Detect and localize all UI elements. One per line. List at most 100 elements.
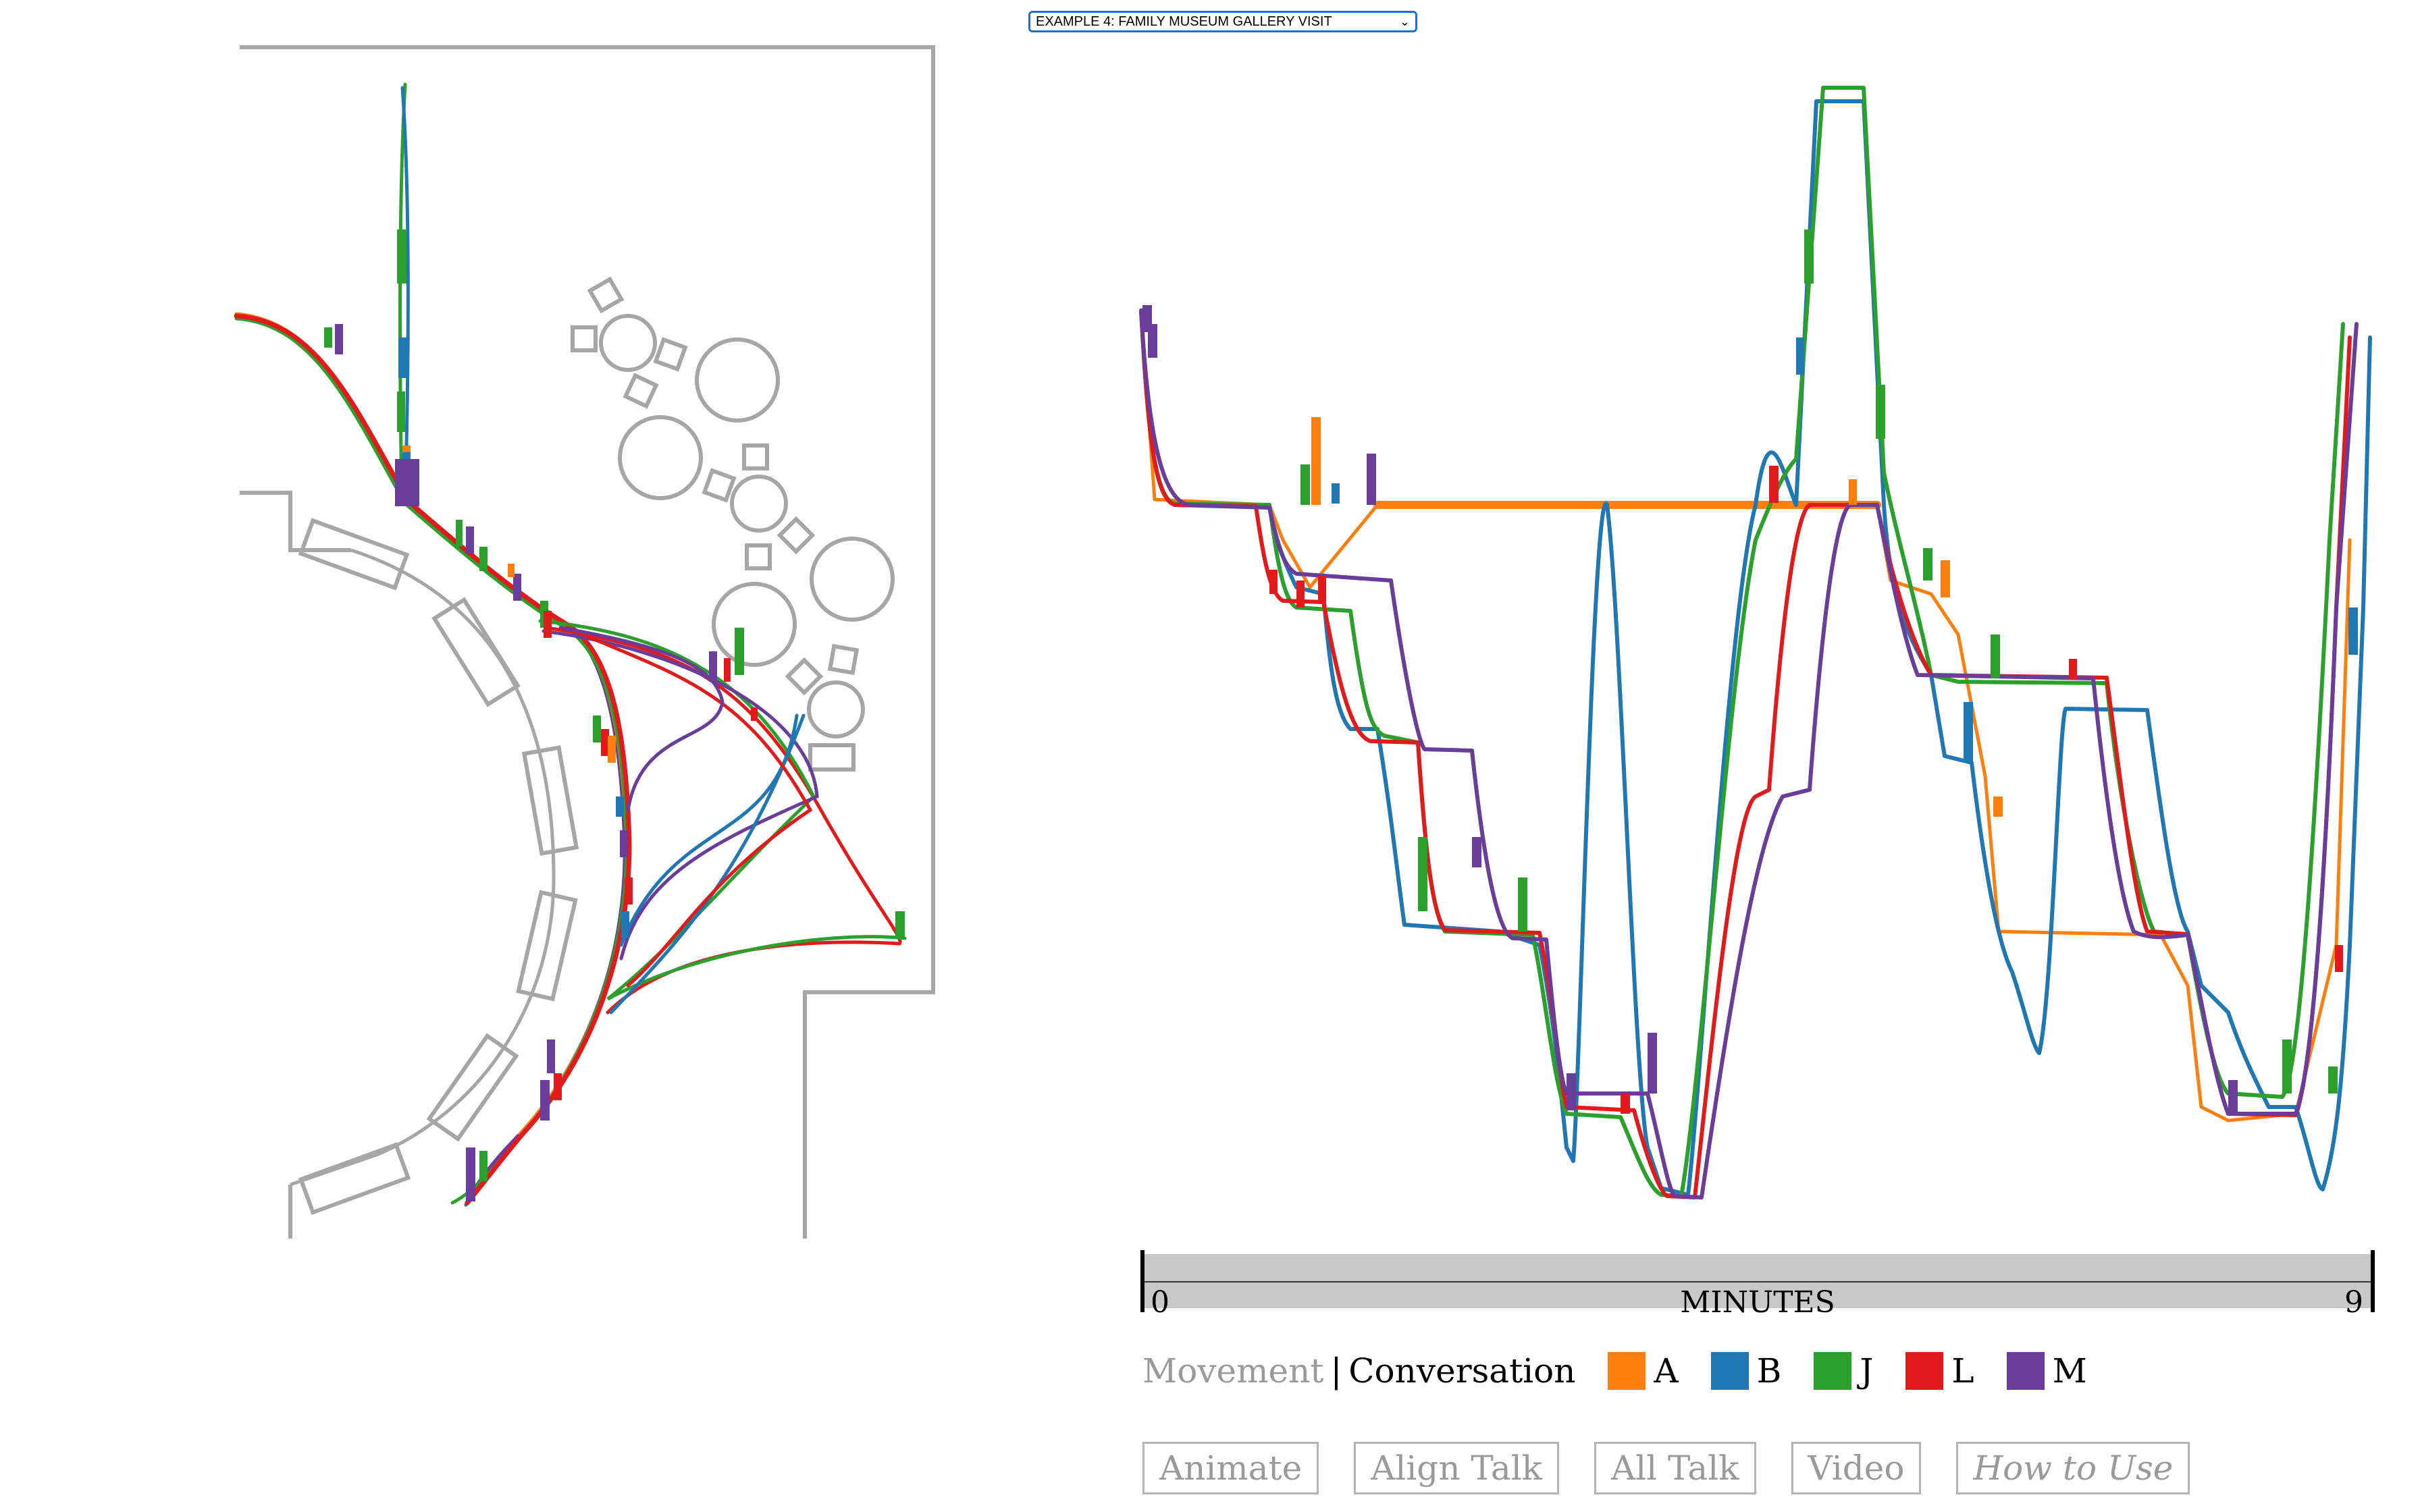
talk-mark-orange bbox=[1849, 479, 1857, 505]
talk-mark-red bbox=[1621, 1094, 1630, 1114]
stool bbox=[587, 276, 625, 314]
path-blue-branch bbox=[609, 713, 806, 1015]
talk-mark-red bbox=[544, 611, 552, 638]
mode-and-legend-row: Movement | Conversation A B J L M bbox=[1142, 1347, 2087, 1395]
stool bbox=[571, 325, 598, 352]
legend-item-M[interactable]: M bbox=[2006, 1351, 2087, 1390]
stool bbox=[702, 468, 737, 503]
talk-mark-green bbox=[397, 392, 405, 432]
space-time-conversation-marks bbox=[1142, 230, 2358, 1114]
talk-mark-red bbox=[554, 1073, 562, 1100]
talk-mark-green bbox=[1804, 230, 1814, 284]
legend-swatch-A bbox=[1608, 1352, 1646, 1390]
stool bbox=[827, 643, 860, 676]
talk-mark-red bbox=[1269, 570, 1278, 594]
talk-mark-purple bbox=[466, 526, 474, 554]
talk-mark-green bbox=[593, 716, 601, 742]
round-table bbox=[807, 680, 865, 738]
time-path-green-J bbox=[1139, 86, 2345, 1198]
timeline-start-label: 0 bbox=[1151, 1285, 1169, 1320]
talk-mark-green bbox=[895, 911, 905, 938]
talk-mark-purple bbox=[709, 651, 717, 682]
legend-label-A: A bbox=[1654, 1351, 1679, 1390]
gallery-inner-wall bbox=[240, 491, 351, 552]
path-green-branch bbox=[538, 619, 907, 1001]
animate-button[interactable]: Animate bbox=[1142, 1442, 1319, 1494]
talk-mark-purple bbox=[1567, 1073, 1576, 1110]
talk-mark-red bbox=[751, 707, 758, 721]
mode-separator: | bbox=[1330, 1351, 1342, 1390]
timeline-end-handle[interactable] bbox=[2371, 1250, 2375, 1312]
timeline-axis-label: MINUTES bbox=[1680, 1285, 1835, 1320]
talk-mark-red bbox=[1318, 575, 1326, 602]
legend-label-B: B bbox=[1756, 1351, 1782, 1390]
time-path-blue-B bbox=[1139, 99, 2372, 1197]
round-table bbox=[730, 475, 788, 533]
talk-mark-purple bbox=[395, 459, 419, 506]
legend-item-J[interactable]: J bbox=[1814, 1351, 1873, 1390]
legend-label-M: M bbox=[2052, 1351, 2087, 1390]
control-buttons: Animate Align Talk All Talk Video How to… bbox=[1142, 1442, 2190, 1494]
curved-exhibit-rail bbox=[290, 548, 556, 1187]
example-select[interactable]: EXAMPLE 4: FAMILY MUSEUM GALLERY VISIT ⌄ bbox=[1028, 11, 1417, 32]
talk-mark-purple bbox=[1472, 837, 1481, 867]
talk-mark-red bbox=[2335, 945, 2343, 972]
talk-mark-orange bbox=[608, 736, 616, 763]
space-time-paths bbox=[1139, 86, 2372, 1199]
talk-mark-green bbox=[2328, 1066, 2338, 1094]
talk-mark-purple bbox=[335, 324, 343, 354]
talk-mark-green bbox=[479, 1151, 488, 1181]
talk-mark-blue bbox=[621, 911, 629, 938]
round-table bbox=[810, 537, 895, 622]
conversation-mode-toggle[interactable]: Conversation bbox=[1348, 1351, 1576, 1390]
round-table bbox=[618, 415, 703, 500]
talk-mark-orange bbox=[508, 564, 515, 577]
exhibit-case bbox=[298, 518, 410, 591]
talk-mark-green bbox=[2282, 1040, 2292, 1094]
align-talk-button[interactable]: Align Talk bbox=[1354, 1442, 1559, 1494]
exhibit-case bbox=[521, 745, 579, 856]
exhibit-case bbox=[426, 1033, 519, 1142]
talk-mark-green bbox=[1518, 878, 1527, 932]
legend-label-J: J bbox=[1860, 1351, 1874, 1390]
video-button[interactable]: Video bbox=[1791, 1442, 1922, 1494]
path-purple-loop bbox=[558, 626, 725, 812]
talk-mark-red bbox=[1296, 580, 1305, 608]
exhibit-case bbox=[298, 1142, 411, 1215]
stool bbox=[653, 337, 688, 372]
talk-mark-purple bbox=[513, 574, 521, 601]
talk-mark-orange bbox=[1941, 560, 1950, 597]
talk-mark-red bbox=[2069, 659, 2077, 679]
talk-mark-green bbox=[1418, 837, 1427, 911]
time-path-orange-A-rest bbox=[1139, 308, 2352, 1123]
exhibit-case bbox=[431, 597, 521, 707]
timeline-slider[interactable]: 0 MINUTES 9 bbox=[1140, 1250, 2375, 1318]
stool bbox=[742, 443, 769, 470]
legend-swatch-M bbox=[2006, 1352, 2045, 1390]
movement-mode-toggle[interactable]: Movement bbox=[1142, 1351, 1324, 1390]
talk-mark-red bbox=[1769, 466, 1779, 503]
path-red-L-main bbox=[234, 313, 632, 1206]
stool bbox=[785, 657, 824, 696]
round-table bbox=[695, 338, 780, 423]
time-path-purple-M bbox=[1139, 308, 2359, 1199]
talk-mark-green bbox=[1923, 548, 1932, 580]
talk-mark-orange bbox=[1311, 417, 1321, 505]
talk-mark-red bbox=[601, 729, 609, 756]
floor-plan bbox=[240, 45, 935, 1239]
legend-label-L: L bbox=[1951, 1351, 1974, 1390]
talk-mark-green bbox=[456, 520, 463, 547]
legend-item-A[interactable]: A bbox=[1608, 1351, 1679, 1390]
gallery-outer-wall bbox=[240, 45, 935, 1239]
how-to-use-button[interactable]: How to Use bbox=[1956, 1442, 2190, 1494]
talk-mark-purple bbox=[1648, 1033, 1657, 1094]
legend-item-B[interactable]: B bbox=[1710, 1351, 1782, 1390]
talk-mark-red bbox=[625, 878, 633, 905]
talk-mark-purple bbox=[540, 1080, 550, 1120]
legend-item-L[interactable]: L bbox=[1905, 1351, 1974, 1390]
timeline-start-handle[interactable] bbox=[1140, 1250, 1145, 1312]
talk-mark-blue bbox=[1796, 338, 1804, 375]
all-talk-button[interactable]: All Talk bbox=[1594, 1442, 1756, 1494]
talk-mark-green bbox=[397, 230, 406, 284]
